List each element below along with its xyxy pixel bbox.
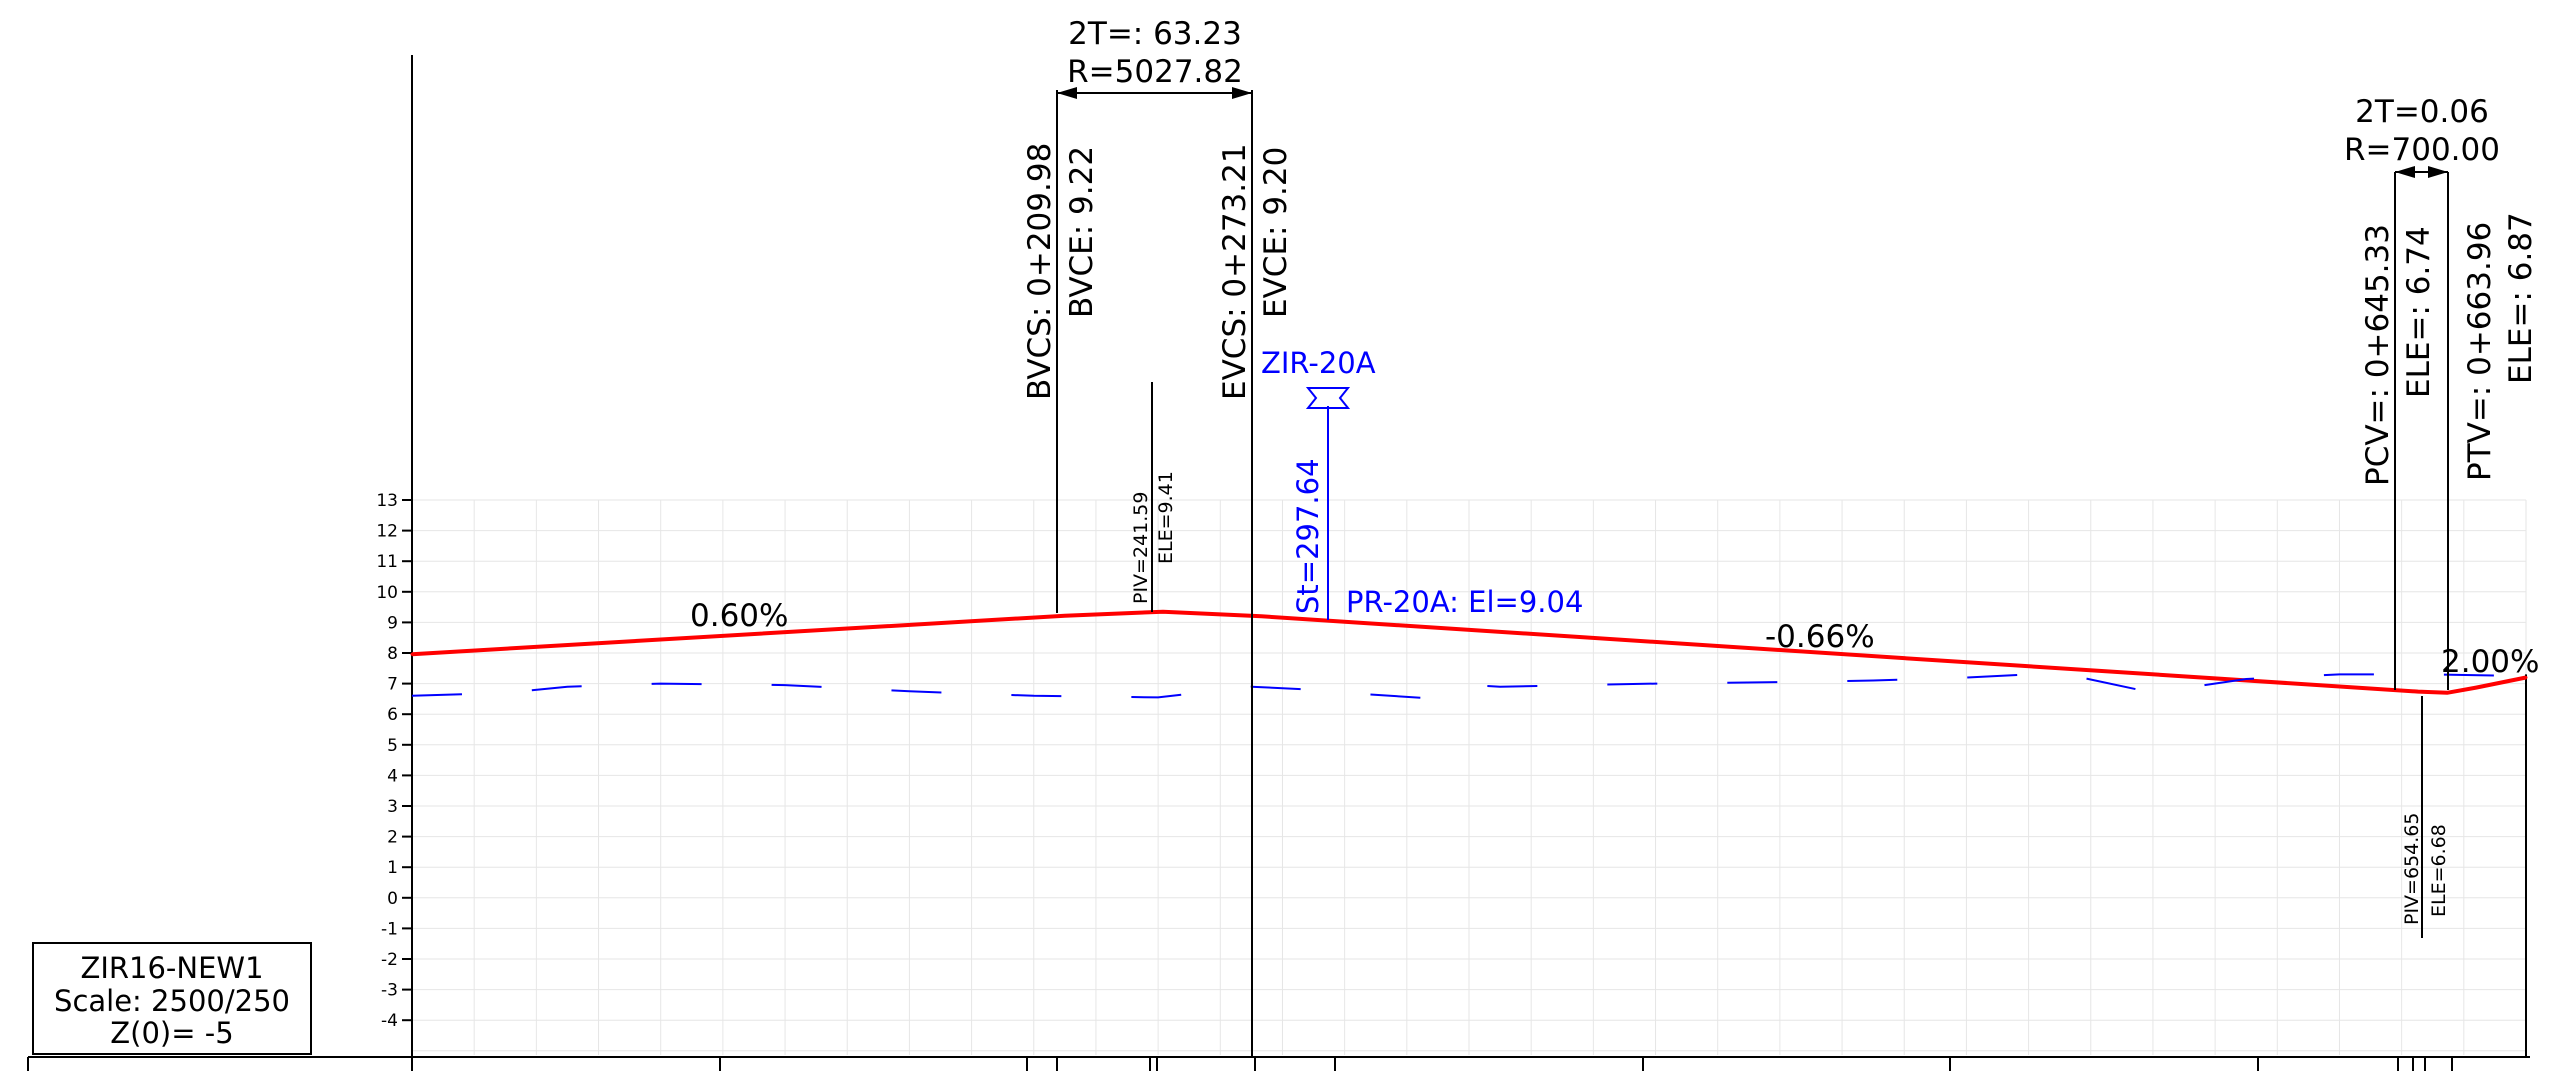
evcs-label: EVCS: 0+273.21: [1217, 143, 1253, 400]
grade-1-label: 0.60%: [690, 598, 788, 634]
curve2-radius-label: R=700.00: [2344, 132, 2500, 168]
curve2-ele-label: ELE=6.68: [2428, 824, 2450, 917]
axis-tick-label: -3: [381, 981, 398, 1001]
design-point: [2445, 691, 2449, 695]
bvce-label: BVCE: 9.22: [1064, 146, 1100, 318]
axis-tick-label: 1: [387, 858, 398, 878]
arrow-right-icon: [1232, 87, 1252, 99]
axis-tick-label: 6: [387, 705, 398, 725]
curve1-2t-label: 2T=: 63.23: [1068, 16, 1242, 52]
axis-tick-label: -4: [381, 1011, 398, 1031]
design-grade-line: [411, 609, 2527, 695]
axis-tick-label: 4: [387, 766, 398, 786]
curve2-2t-label: 2T=0.06: [2355, 94, 2489, 130]
design-point: [2416, 690, 2420, 694]
evce-label: EVCE: 9.20: [1258, 147, 1294, 318]
axis-tick-label: 2: [387, 828, 398, 848]
design-point: [2474, 686, 2478, 690]
marker-symbol-icon: [1305, 387, 1351, 409]
axis-tick-label: 7: [387, 675, 398, 695]
survey-marker: ZIR-20A St=297.64 PR-20A: El=9.04: [1261, 346, 1583, 620]
curve1-piv-label: PIV=241.59: [1130, 492, 1152, 604]
pcv-label: PCV=: 0+645.33: [2360, 224, 2396, 486]
axis-tick-label: 5: [387, 736, 398, 756]
curve2-piv-label: PIV=654.65: [2401, 813, 2423, 925]
pcv-ele-label: ELE=: 6.74: [2401, 226, 2437, 398]
ptv-label: PTV=: 0+663.96: [2462, 222, 2498, 481]
arrow-left-icon: [2395, 166, 2415, 178]
axis-tick-label: 10: [376, 583, 398, 603]
series-layer: [410, 609, 2528, 700]
grid: [411, 499, 2527, 1057]
grade-2-label: -0.66%: [1765, 619, 1875, 655]
title-block: ZIR16-NEW1 Scale: 2500/250 Z(0)= -5: [32, 942, 312, 1055]
datum-label: Z(0)= -5: [110, 1016, 233, 1050]
marker-point-label: PR-20A: El=9.04: [1346, 585, 1583, 619]
arrow-right-icon: [2428, 166, 2448, 178]
ptv-ele-label: ELE=: 6.87: [2503, 212, 2539, 384]
axis-tick-label: 9: [387, 613, 398, 633]
axis-tick-label: -1: [381, 919, 398, 939]
design-point: [1259, 614, 1263, 618]
arrow-left-icon: [1057, 87, 1077, 99]
axis-tick-label: 11: [376, 552, 398, 572]
axis-tick-label: 3: [387, 797, 398, 817]
axis-tick-label: 13: [376, 491, 398, 511]
curve1-radius-label: R=5027.82: [1067, 54, 1243, 90]
axis-tick-label: -2: [381, 950, 398, 970]
axis-tick-label: 12: [376, 522, 398, 542]
profile-name: ZIR16-NEW1: [80, 951, 263, 985]
marker-name: ZIR-20A: [1261, 346, 1376, 380]
design-point: [2524, 675, 2528, 679]
curve1-annotation: 2T=: 63.23 R=5027.82 BVCS: 0+209.98 BVCE…: [1022, 16, 1294, 1057]
station-band: [27, 1056, 2530, 1071]
axis-tick-label: 0: [387, 889, 398, 909]
curve1-ele-label: ELE=9.41: [1155, 471, 1177, 564]
design-point: [410, 652, 414, 656]
scale-label: Scale: 2500/250: [54, 984, 290, 1018]
design-point: [1063, 614, 1067, 618]
grade-3-label: 2.00%: [2441, 644, 2539, 680]
design-point: [1161, 610, 1165, 614]
axis-tick-label: 8: [387, 644, 398, 664]
marker-station: St=297.64: [1291, 458, 1325, 614]
bvcs-label: BVCS: 0+209.98: [1022, 143, 1058, 400]
curve2-annotation: 2T=0.06 R=700.00 PCV=: 0+645.33 ELE=: 6.…: [2344, 94, 2539, 938]
